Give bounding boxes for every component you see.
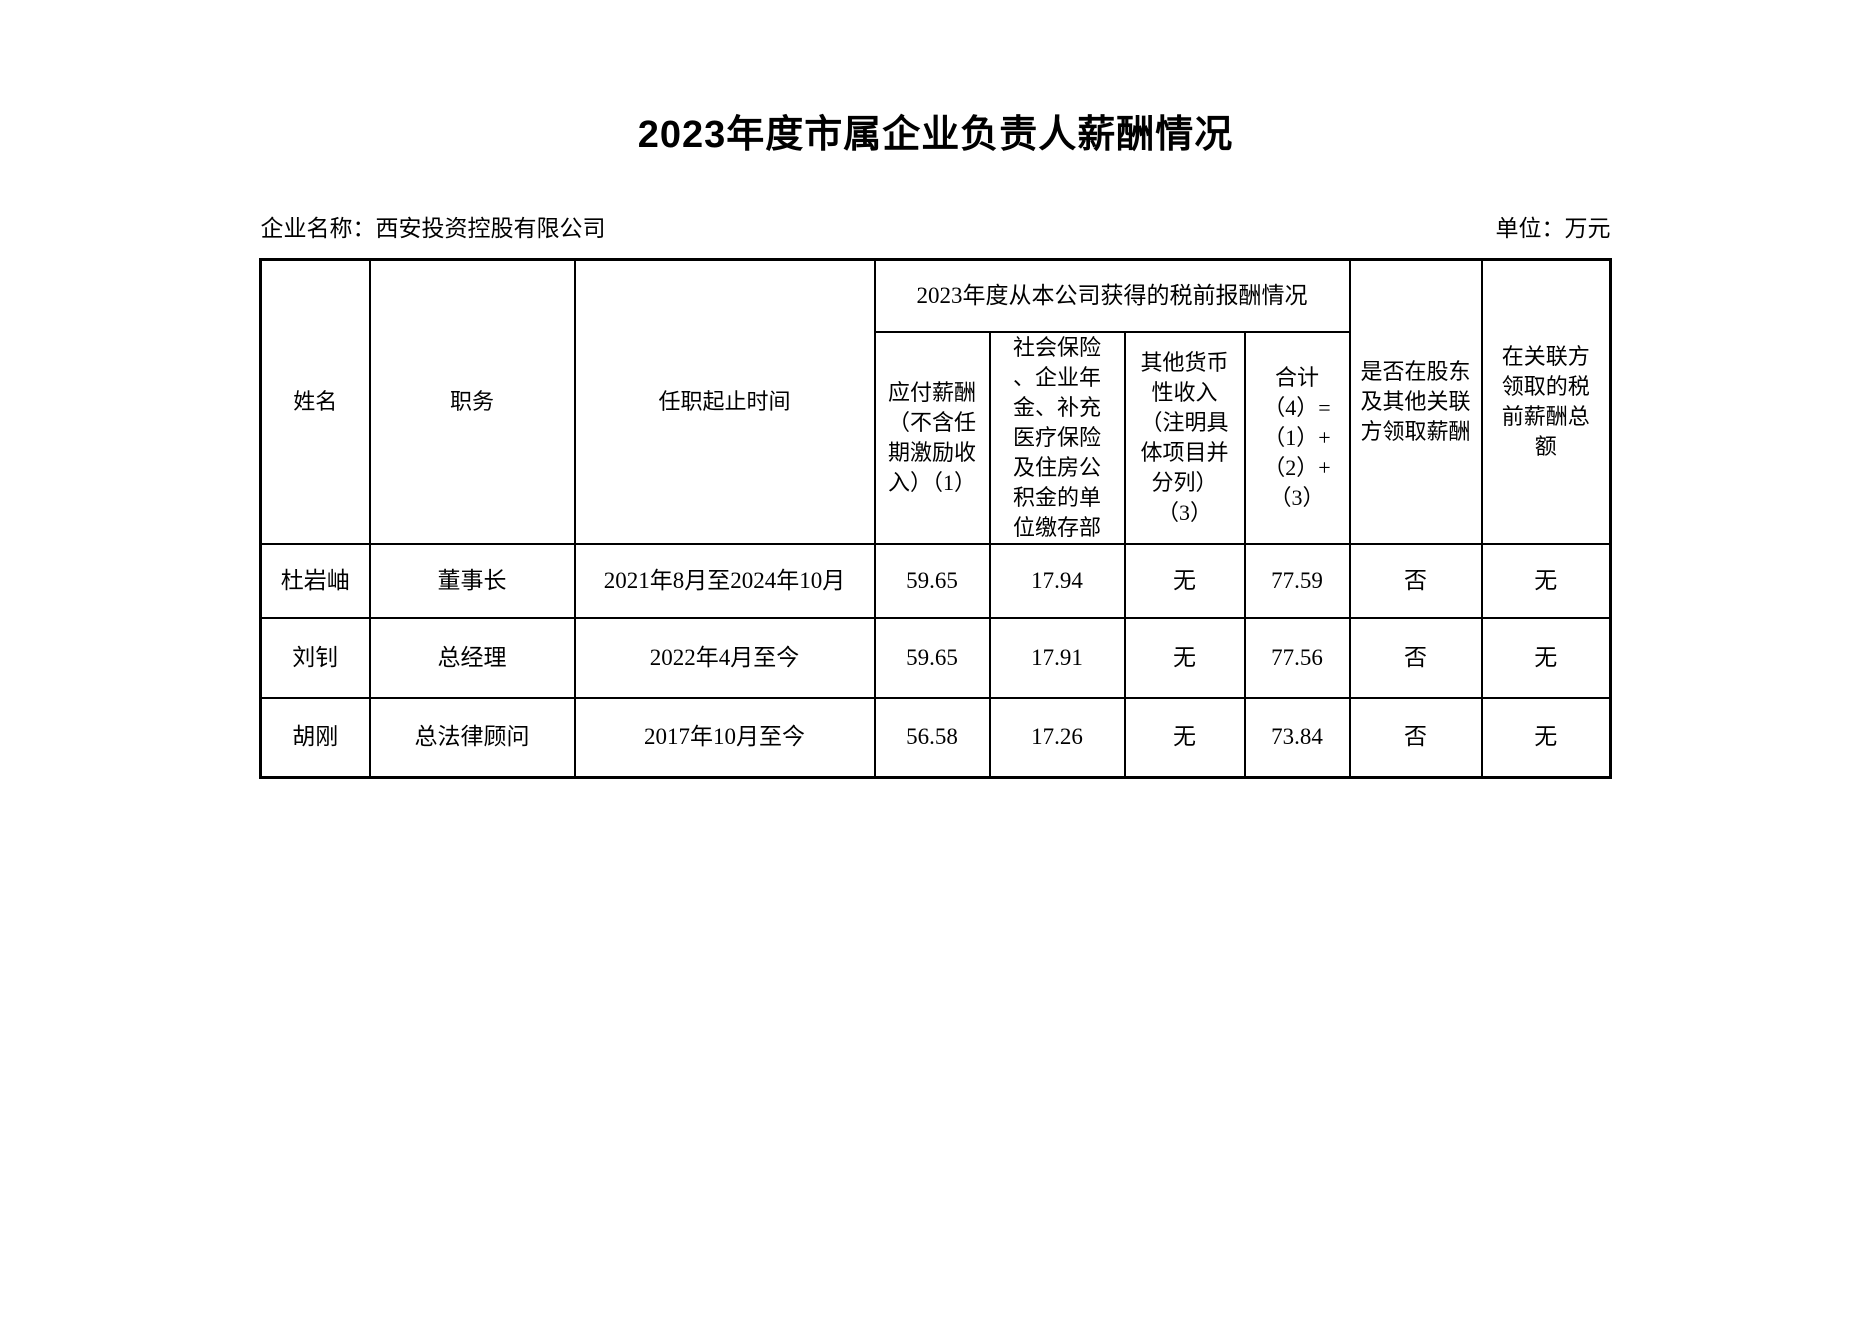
table-row: 胡刚 总法律顾问 2017年10月至今 56.58 17.26 无 73.84 …	[259, 696, 1612, 779]
cell-total: 73.84	[1243, 696, 1351, 779]
cell-salary-payable: 56.58	[873, 696, 991, 779]
page-title: 2023年度市属企业负责人薪酬情况	[637, 114, 1234, 156]
table-row: 杜岩岫 董事长 2021年8月至2024年10月 59.65 17.94 无 7…	[259, 542, 1612, 619]
cell-social-insurance: 17.94	[988, 542, 1126, 619]
header-row-1: 姓名 职务 任职起止时间 2023年度从本公司获得的税前报酬情况 是否在股东 及…	[259, 258, 1612, 545]
unit-label: 单位：万元	[1495, 216, 1611, 241]
header-pretax-compensation-group: 2023年度从本公司获得的税前报酬情况	[873, 258, 1351, 333]
cell-related-party-total: 无	[1480, 696, 1612, 779]
cell-salary-payable: 59.65	[873, 542, 991, 619]
cell-related-party-total: 无	[1480, 542, 1612, 619]
cell-position: 总经理	[368, 616, 576, 699]
header-tenure: 任职起止时间	[573, 258, 876, 545]
cell-tenure: 2017年10月至今	[573, 696, 876, 779]
cell-total: 77.59	[1243, 542, 1351, 619]
header-position: 职务	[368, 258, 576, 545]
table-row: 刘钊 总经理 2022年4月至今 59.65 17.91 无 77.56 否 无	[259, 616, 1612, 699]
cell-other-income: 无	[1123, 696, 1246, 779]
meta-row: 企业名称：西安投资控股有限公司 单位：万元	[261, 214, 1611, 244]
cell-position: 董事长	[368, 542, 576, 619]
cell-name: 胡刚	[259, 696, 371, 779]
cell-name: 刘钊	[259, 616, 371, 699]
header-social-insurance: 社会保险 、企业年 金、补充 医疗保险 及住房公 积金的单 位缴存部	[988, 330, 1126, 545]
cell-related-party-pay: 否	[1348, 696, 1483, 779]
cell-social-insurance: 17.91	[988, 616, 1126, 699]
header-related-party-pay: 是否在股东 及其他关联 方领取薪酬	[1348, 258, 1483, 545]
cell-other-income: 无	[1123, 542, 1246, 619]
cell-salary-payable: 59.65	[873, 616, 991, 699]
header-name: 姓名	[259, 258, 371, 545]
cell-other-income: 无	[1123, 616, 1246, 699]
header-other-income: 其他货币 性收入 （注明具 体项目并 分列） （3）	[1123, 330, 1246, 545]
cell-related-party-pay: 否	[1348, 616, 1483, 699]
cell-tenure: 2021年8月至2024年10月	[573, 542, 876, 619]
header-total: 合计 （4）= （1）+ （2）+ （3）	[1243, 330, 1351, 545]
cell-tenure: 2022年4月至今	[573, 616, 876, 699]
header-row-2: 应付薪酬 （不含任 期激励收 入）（1） 社会保险 、企业年 金、补充 医疗保险…	[261, 330, 1611, 545]
salary-table: 姓名 职务 任职起止时间 2023年度从本公司获得的税前报酬情况 是否在股东 及…	[259, 258, 1612, 779]
header-salary-payable: 应付薪酬 （不含任 期激励收 入）（1）	[873, 330, 991, 545]
cell-total: 77.56	[1243, 616, 1351, 699]
cell-position: 总法律顾问	[368, 696, 576, 779]
cell-related-party-total: 无	[1480, 616, 1612, 699]
cell-social-insurance: 17.26	[988, 696, 1126, 779]
header-related-party-total: 在关联方 领取的税 前薪酬总 额	[1480, 258, 1612, 545]
cell-related-party-pay: 否	[1348, 542, 1483, 619]
cell-name: 杜岩岫	[259, 542, 371, 619]
company-name-label: 企业名称：西安投资控股有限公司	[260, 216, 606, 241]
